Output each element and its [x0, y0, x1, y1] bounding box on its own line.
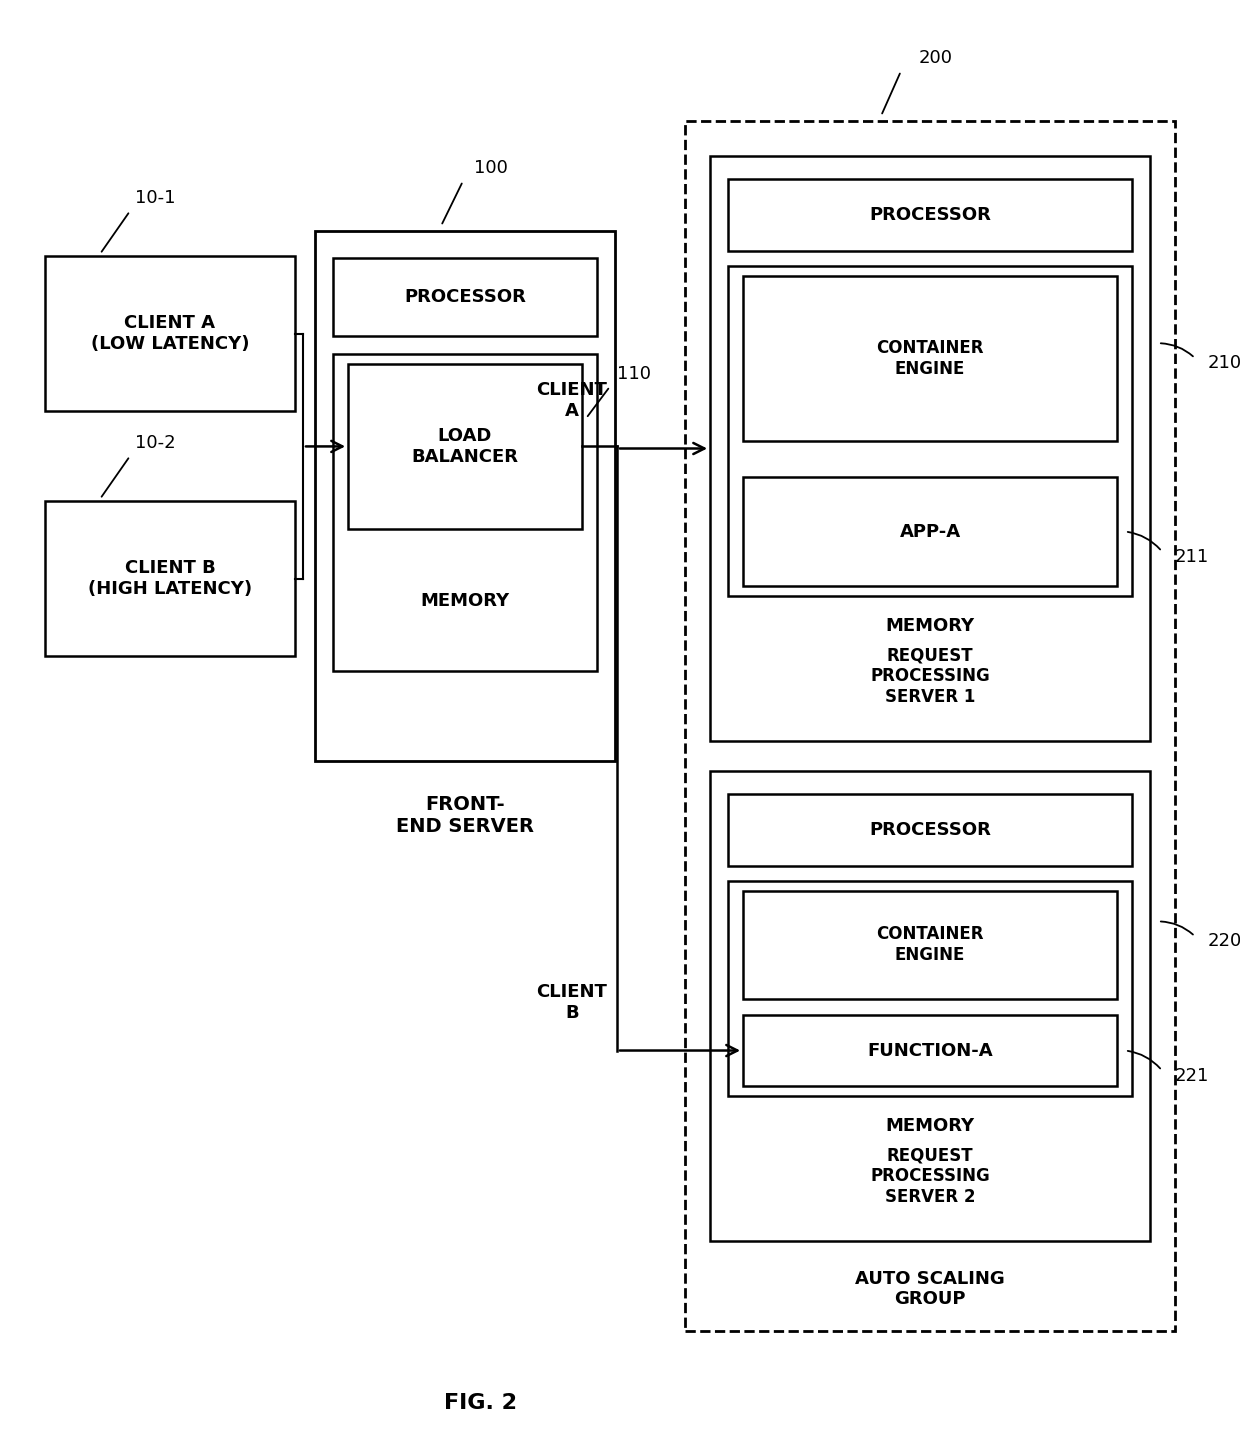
- Text: REQUEST
PROCESSING
SERVER 2: REQUEST PROCESSING SERVER 2: [870, 1146, 990, 1206]
- FancyBboxPatch shape: [728, 179, 1132, 251]
- Text: 221: 221: [1174, 1066, 1209, 1085]
- Text: CLIENT
B: CLIENT B: [537, 983, 608, 1022]
- FancyBboxPatch shape: [743, 277, 1117, 441]
- Text: CONTAINER
ENGINE: CONTAINER ENGINE: [877, 925, 983, 964]
- FancyBboxPatch shape: [348, 365, 582, 529]
- FancyBboxPatch shape: [743, 477, 1117, 586]
- FancyBboxPatch shape: [315, 231, 615, 761]
- Text: APP-A: APP-A: [899, 523, 961, 540]
- Text: CLIENT A
(LOW LATENCY): CLIENT A (LOW LATENCY): [91, 314, 249, 353]
- FancyBboxPatch shape: [728, 267, 1132, 597]
- FancyBboxPatch shape: [711, 156, 1149, 741]
- FancyBboxPatch shape: [728, 880, 1132, 1097]
- FancyBboxPatch shape: [743, 1014, 1117, 1087]
- Text: MEMORY: MEMORY: [885, 1117, 975, 1136]
- Text: FIG. 2: FIG. 2: [444, 1393, 517, 1414]
- FancyBboxPatch shape: [45, 256, 295, 411]
- FancyBboxPatch shape: [711, 771, 1149, 1241]
- FancyBboxPatch shape: [728, 794, 1132, 866]
- Text: AUTO SCALING
GROUP: AUTO SCALING GROUP: [856, 1270, 1004, 1308]
- Text: FRONT-
END SERVER: FRONT- END SERVER: [396, 795, 534, 836]
- Text: 211: 211: [1174, 548, 1209, 565]
- FancyBboxPatch shape: [334, 258, 596, 336]
- Text: PROCESSOR: PROCESSOR: [869, 821, 991, 839]
- Text: MEMORY: MEMORY: [420, 592, 510, 610]
- Text: CLIENT B
(HIGH LATENCY): CLIENT B (HIGH LATENCY): [88, 559, 252, 598]
- Text: MEMORY: MEMORY: [885, 617, 975, 635]
- FancyBboxPatch shape: [743, 891, 1117, 999]
- Text: 10-1: 10-1: [135, 189, 175, 208]
- Text: 110: 110: [618, 366, 651, 383]
- Text: 220: 220: [1208, 932, 1240, 951]
- Text: PROCESSOR: PROCESSOR: [869, 206, 991, 223]
- Text: CONTAINER
ENGINE: CONTAINER ENGINE: [877, 339, 983, 378]
- Text: 210: 210: [1208, 354, 1240, 372]
- FancyBboxPatch shape: [45, 501, 295, 656]
- Text: 200: 200: [919, 49, 954, 66]
- Text: 100: 100: [474, 159, 508, 177]
- Text: REQUEST
PROCESSING
SERVER 1: REQUEST PROCESSING SERVER 1: [870, 646, 990, 706]
- Text: LOAD
BALANCER: LOAD BALANCER: [412, 427, 518, 465]
- Text: CLIENT
A: CLIENT A: [537, 380, 608, 419]
- FancyBboxPatch shape: [334, 354, 596, 672]
- Text: FUNCTION-A: FUNCTION-A: [867, 1042, 993, 1059]
- Text: PROCESSOR: PROCESSOR: [404, 288, 526, 305]
- Text: 10-2: 10-2: [135, 434, 175, 452]
- FancyBboxPatch shape: [684, 121, 1176, 1331]
